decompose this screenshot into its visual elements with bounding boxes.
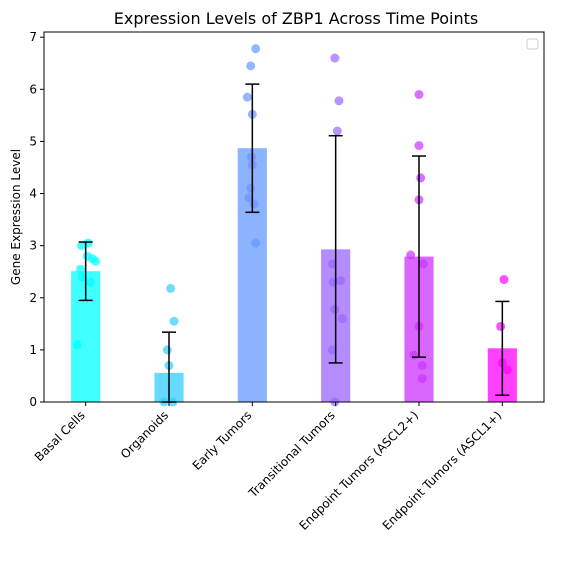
y-tick-label: 3 (29, 239, 37, 253)
data-point (496, 321, 506, 331)
data-point (251, 44, 261, 54)
data-point (162, 345, 172, 355)
data-point (91, 256, 101, 266)
data-point (418, 259, 428, 269)
x-tick-label: Early Tumors (190, 408, 255, 473)
data-point (246, 183, 256, 193)
points-layer (72, 44, 512, 407)
data-point (86, 277, 96, 287)
data-point (242, 92, 252, 102)
y-tick-label: 2 (29, 291, 37, 305)
error-bars-layer (78, 83, 510, 403)
x-tick-label: Organoids (118, 408, 171, 461)
x-tick-label: Basal Cells (32, 408, 88, 464)
data-point (77, 241, 86, 251)
data-point (330, 304, 340, 314)
data-point (414, 90, 424, 100)
data-point (327, 259, 337, 269)
y-tick-label: 5 (29, 134, 37, 148)
y-tick-label: 6 (29, 82, 37, 96)
data-point (72, 340, 82, 350)
data-point (244, 193, 254, 203)
data-point (414, 141, 424, 151)
data-point (251, 238, 261, 248)
data-point (417, 374, 427, 384)
data-point (166, 283, 176, 293)
axes-layer: 0 1 2 3 4 5 6 7 Basal Cells Organoids Early Tumors… (29, 30, 545, 533)
legend (526, 38, 539, 50)
data-point (409, 350, 419, 360)
y-tick-label: 7 (29, 30, 37, 44)
data-point (169, 316, 179, 326)
x-tick-label: Transitional Tumors (245, 408, 338, 501)
data-point (332, 126, 342, 136)
data-point (334, 96, 344, 106)
data-point (330, 53, 340, 63)
data-point (337, 314, 347, 324)
data-point (76, 264, 86, 274)
data-point (416, 173, 426, 183)
data-point (502, 365, 512, 375)
data-point (417, 361, 427, 371)
bars-layer (71, 148, 517, 402)
data-point (77, 272, 87, 282)
chart-title: Expression Levels of ZBP1 Across Time Po… (114, 9, 479, 28)
data-point (499, 275, 509, 285)
y-axis-label: Gene Expression Level (9, 149, 23, 285)
data-point (336, 276, 346, 286)
y-tick-label: 4 (29, 187, 37, 201)
data-point (246, 61, 256, 71)
data-point (406, 250, 416, 260)
legend-frame (526, 38, 539, 50)
data-point (247, 152, 256, 162)
y-tick-label: 1 (29, 343, 37, 357)
data-point (327, 345, 337, 355)
plot-frame (43, 31, 545, 403)
data-point (249, 199, 259, 209)
y-tick-label: 0 (29, 395, 37, 409)
